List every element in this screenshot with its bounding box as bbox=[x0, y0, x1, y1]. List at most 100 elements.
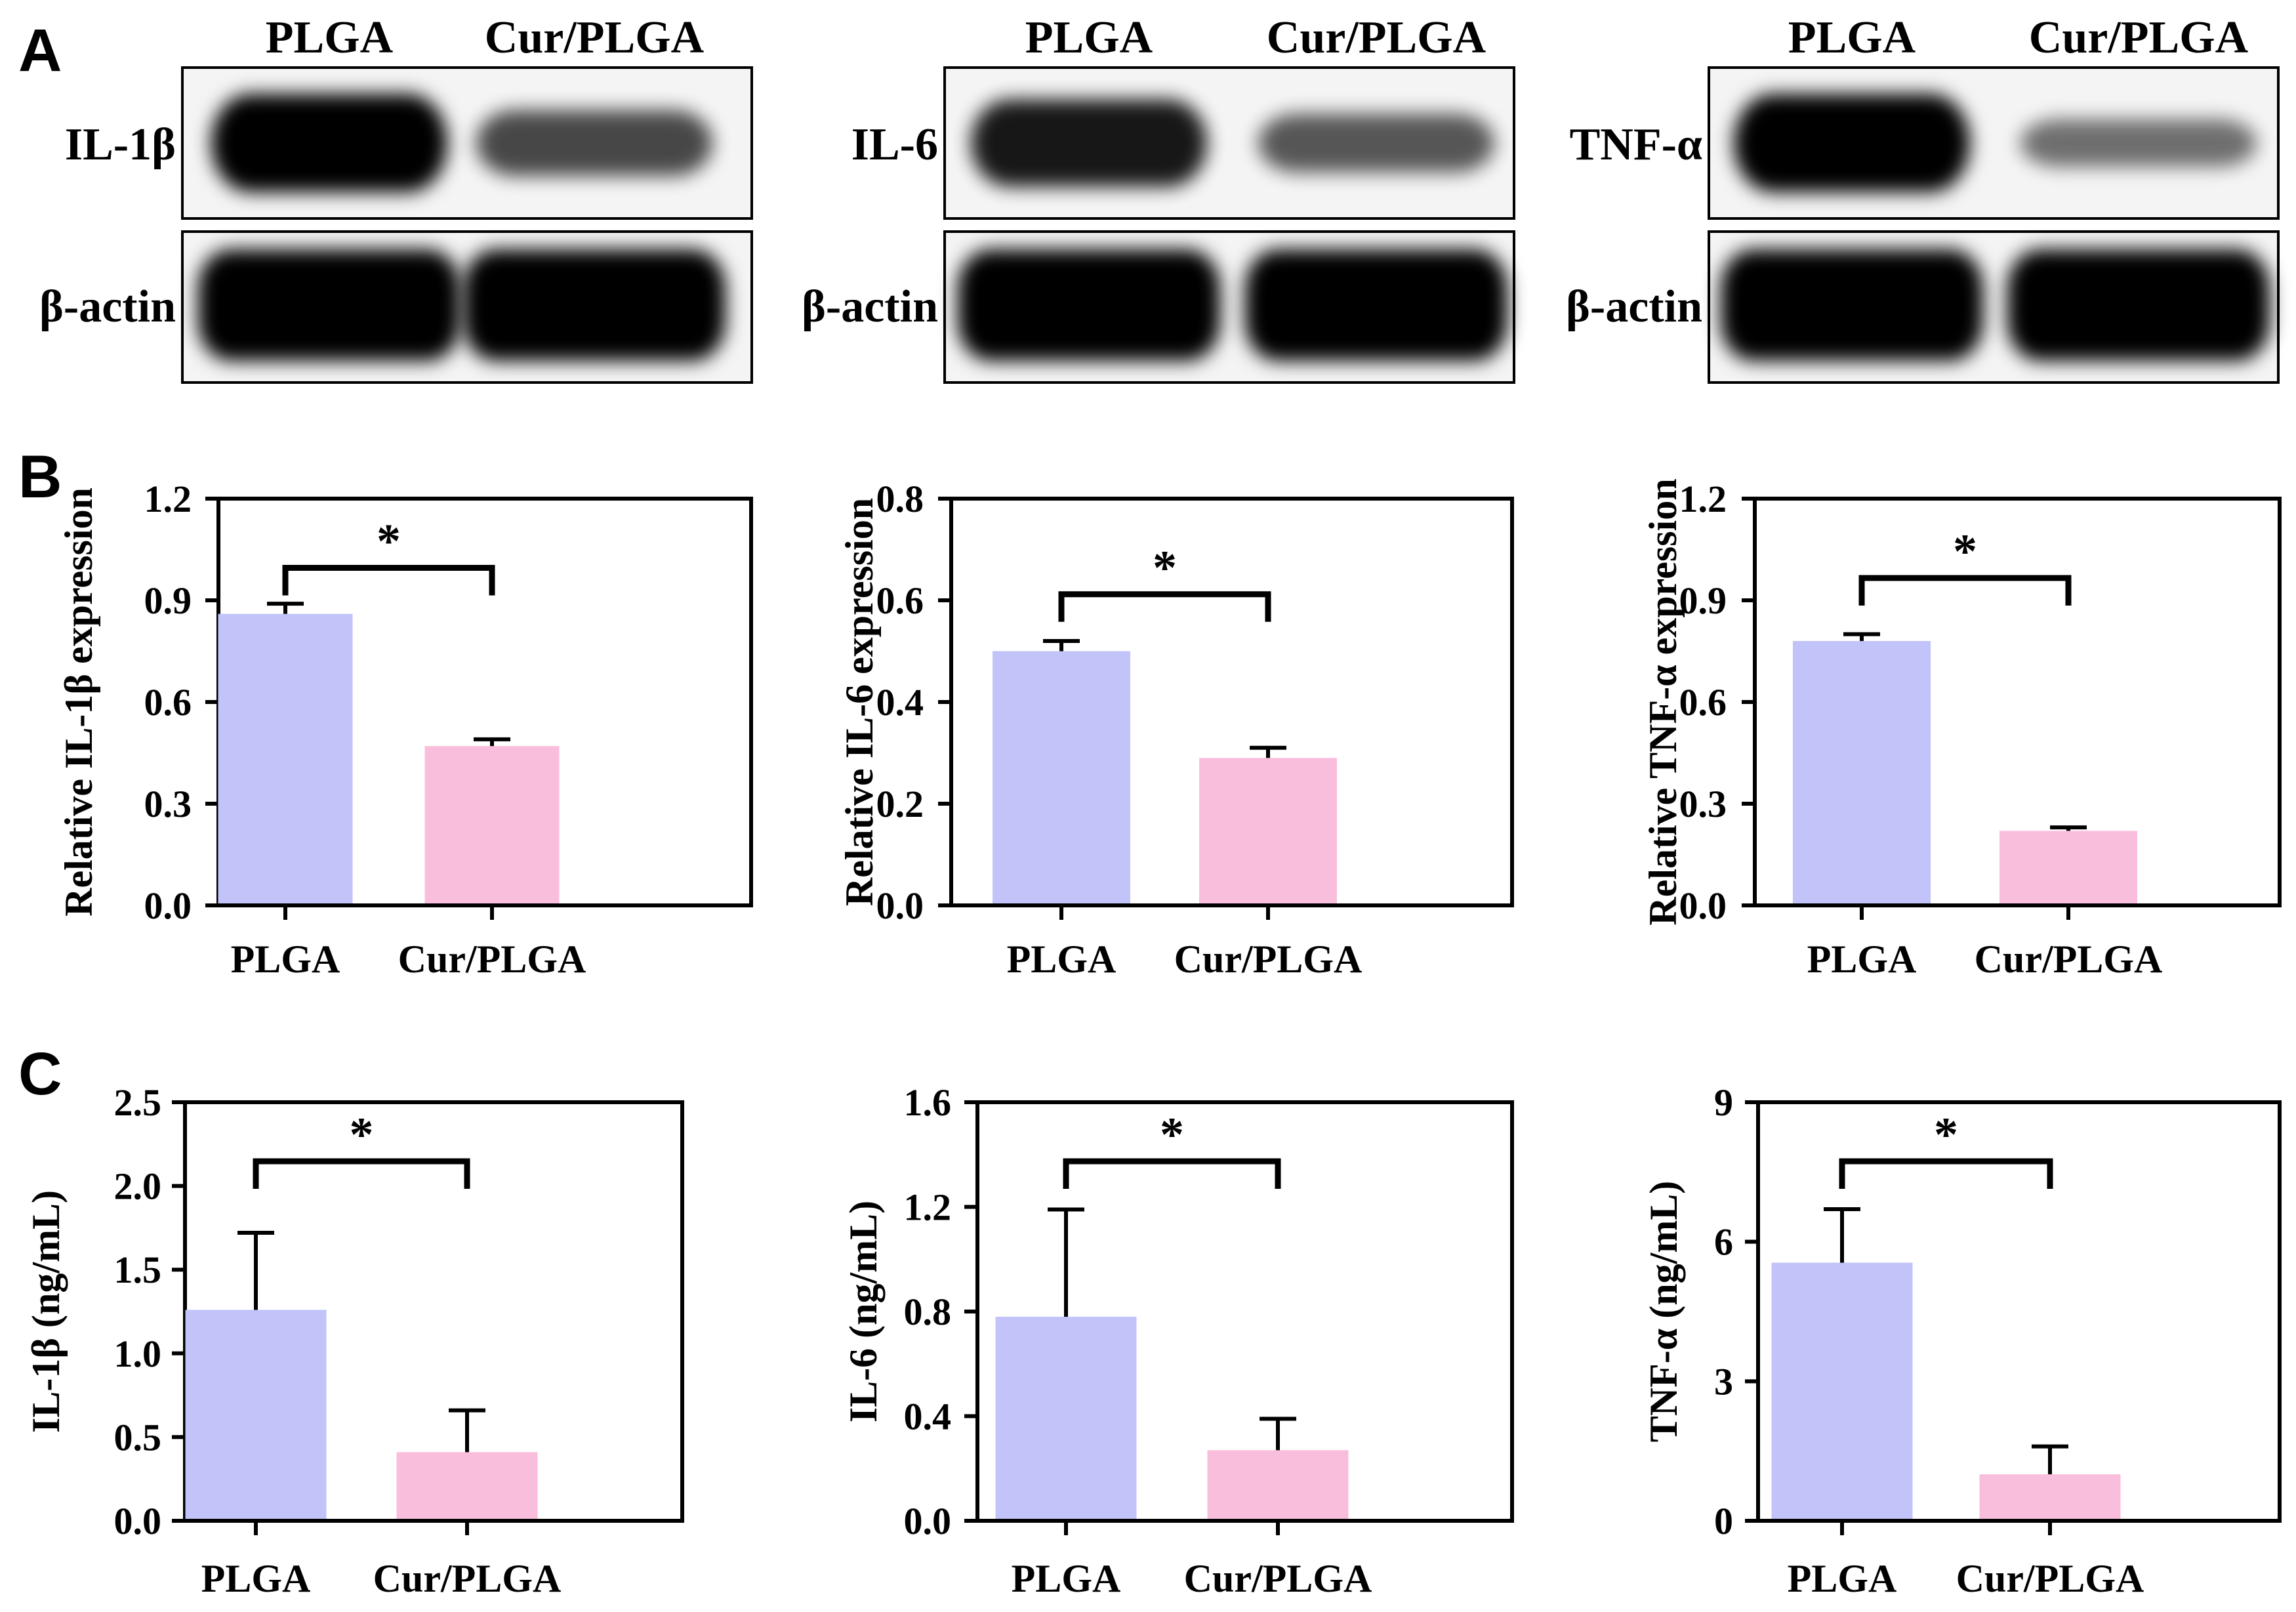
significance-star: * bbox=[350, 1108, 374, 1162]
y-axis-title: Relative IL-1β expression bbox=[57, 487, 100, 917]
significance-star: * bbox=[1153, 541, 1177, 595]
blot-loading-label: β-actin bbox=[39, 281, 176, 332]
chart-1: 0.0 0.3 0.6 0.9 1.2 Relative IL-1β expression… bbox=[57, 478, 753, 981]
y-tick-label: 6 bbox=[1714, 1221, 1733, 1264]
loading-band bbox=[463, 249, 726, 361]
y-axis-title: TNF-α (ng/mL) bbox=[1642, 1181, 1685, 1442]
y-tick-label: 0.8 bbox=[904, 1291, 952, 1333]
bar bbox=[1793, 641, 1931, 903]
blot-loading-label: β-actin bbox=[1566, 281, 1702, 332]
loading-band bbox=[1721, 249, 1983, 361]
y-tick-label: 1.0 bbox=[114, 1333, 162, 1375]
x-tick-label: PLGA bbox=[201, 1557, 311, 1600]
protein-band bbox=[2020, 119, 2257, 167]
y-tick-label: 0.3 bbox=[144, 783, 192, 825]
y-tick-label: 0.0 bbox=[904, 1500, 952, 1542]
protein-band bbox=[211, 94, 447, 192]
significance-star: * bbox=[1953, 525, 1977, 579]
y-tick-label: 1.5 bbox=[114, 1249, 162, 1291]
y-tick-label: 0.4 bbox=[904, 1395, 952, 1438]
y-axis-title: Relative IL-6 expression bbox=[838, 498, 881, 906]
significance-bracket bbox=[1858, 575, 2072, 606]
blot-lane-label: PLGA bbox=[1025, 12, 1153, 63]
bar bbox=[993, 651, 1130, 903]
x-tick-label: Cur/PLGA bbox=[1956, 1557, 2144, 1600]
significance-star: * bbox=[377, 515, 401, 569]
y-tick-label: 0.9 bbox=[144, 579, 192, 622]
y-tick-label: 0.0 bbox=[144, 884, 192, 927]
significance-bracket bbox=[1058, 591, 1271, 622]
blot-protein-label: TNF-α bbox=[1570, 119, 1702, 170]
significance-star: * bbox=[1934, 1108, 1958, 1162]
blot-1: PLGA Cur/PLGA IL-1β β-actin bbox=[39, 12, 753, 384]
y-tick-label: 0.0 bbox=[876, 884, 924, 927]
significance-bracket bbox=[1063, 1158, 1281, 1189]
x-tick-label: PLGA bbox=[1807, 938, 1917, 981]
bar bbox=[1999, 831, 2137, 903]
y-tick-label: 1.2 bbox=[1679, 478, 1727, 520]
y-tick-label: 2.0 bbox=[114, 1165, 162, 1208]
y-tick-label: 0.8 bbox=[876, 478, 924, 520]
blot-lane-label: Cur/PLGA bbox=[485, 12, 705, 63]
x-tick-label: Cur/PLGA bbox=[1975, 938, 2163, 981]
y-tick-label: 0.0 bbox=[114, 1500, 162, 1542]
y-tick-label: 0.6 bbox=[876, 579, 924, 622]
panel-label-c: C bbox=[18, 1041, 62, 1107]
panel-label-a: A bbox=[18, 17, 62, 84]
blot-loading-label: β-actin bbox=[802, 281, 938, 332]
significance-bracket bbox=[282, 565, 495, 596]
significance-bracket bbox=[1839, 1158, 2053, 1189]
chart-5: 0.0 0.4 0.8 1.2 1.6 IL-6 (ng/mL) PLGA Cur/PLGA * bbox=[842, 1081, 1514, 1600]
y-tick-label: 1.2 bbox=[904, 1186, 952, 1229]
chart-6: 0 3 6 9 TNF-α (ng/mL) PLGA Cur/PLGA * bbox=[1642, 1081, 2282, 1600]
bar bbox=[1979, 1474, 2121, 1519]
loading-band bbox=[958, 249, 1220, 361]
protein-band bbox=[1258, 114, 1494, 173]
panel-label-b: B bbox=[18, 444, 62, 510]
y-tick-label: 0 bbox=[1714, 1500, 1733, 1542]
significance-bracket bbox=[253, 1158, 470, 1189]
bar bbox=[396, 1452, 538, 1519]
y-tick-label: 0.4 bbox=[876, 681, 924, 724]
blot-lane-label: Cur/PLGA bbox=[2029, 12, 2249, 63]
plot-frame bbox=[1756, 1100, 2282, 1523]
bar bbox=[1771, 1262, 1913, 1519]
significance-star: * bbox=[1160, 1108, 1184, 1162]
y-tick-label: 0.0 bbox=[1679, 884, 1727, 927]
bar bbox=[995, 1316, 1137, 1519]
blot-protein-label: IL-1β bbox=[65, 119, 176, 170]
bar bbox=[424, 746, 560, 903]
loading-band bbox=[2007, 249, 2270, 361]
y-tick-label: 2.5 bbox=[114, 1081, 162, 1124]
bar bbox=[185, 1310, 327, 1519]
x-tick-label: PLGA bbox=[1788, 1557, 1897, 1600]
x-tick-label: PLGA bbox=[1012, 1557, 1121, 1600]
x-tick-label: PLGA bbox=[231, 938, 340, 981]
blot-lane-label: PLGA bbox=[266, 12, 394, 63]
western-blots: PLGA Cur/PLGA IL-1β β-actin PLGA Cur/PLGA IL-6… bbox=[39, 12, 2280, 384]
y-tick-label: 1.2 bbox=[144, 478, 192, 520]
y-tick-label: 0.5 bbox=[114, 1416, 162, 1458]
x-tick-label: Cur/PLGA bbox=[1184, 1557, 1372, 1600]
x-tick-label: Cur/PLGA bbox=[373, 1557, 562, 1600]
y-tick-label: 9 bbox=[1714, 1081, 1733, 1124]
bar bbox=[218, 613, 353, 903]
blot-3: PLGA Cur/PLGA TNF-α β-actin bbox=[1566, 12, 2280, 384]
y-tick-label: 0.9 bbox=[1679, 579, 1727, 622]
y-axis-title: Relative TNF-α expression bbox=[1641, 478, 1685, 925]
x-tick-label: PLGA bbox=[1007, 938, 1117, 981]
plot-frame bbox=[183, 1100, 684, 1523]
protein-band bbox=[476, 110, 712, 176]
x-tick-label: Cur/PLGA bbox=[1174, 938, 1363, 981]
y-tick-label: 0.6 bbox=[1679, 681, 1727, 724]
x-tick-label: Cur/PLGA bbox=[398, 938, 586, 981]
blot-protein-label: IL-6 bbox=[851, 119, 938, 170]
loading-band bbox=[1245, 249, 1507, 361]
loading-band bbox=[198, 249, 461, 361]
y-axis-title: IL-6 (ng/mL) bbox=[842, 1201, 885, 1422]
protein-band bbox=[971, 99, 1207, 187]
bar-charts: 0.0 0.3 0.6 0.9 1.2 Relative IL-1β expression… bbox=[24, 478, 2282, 1600]
